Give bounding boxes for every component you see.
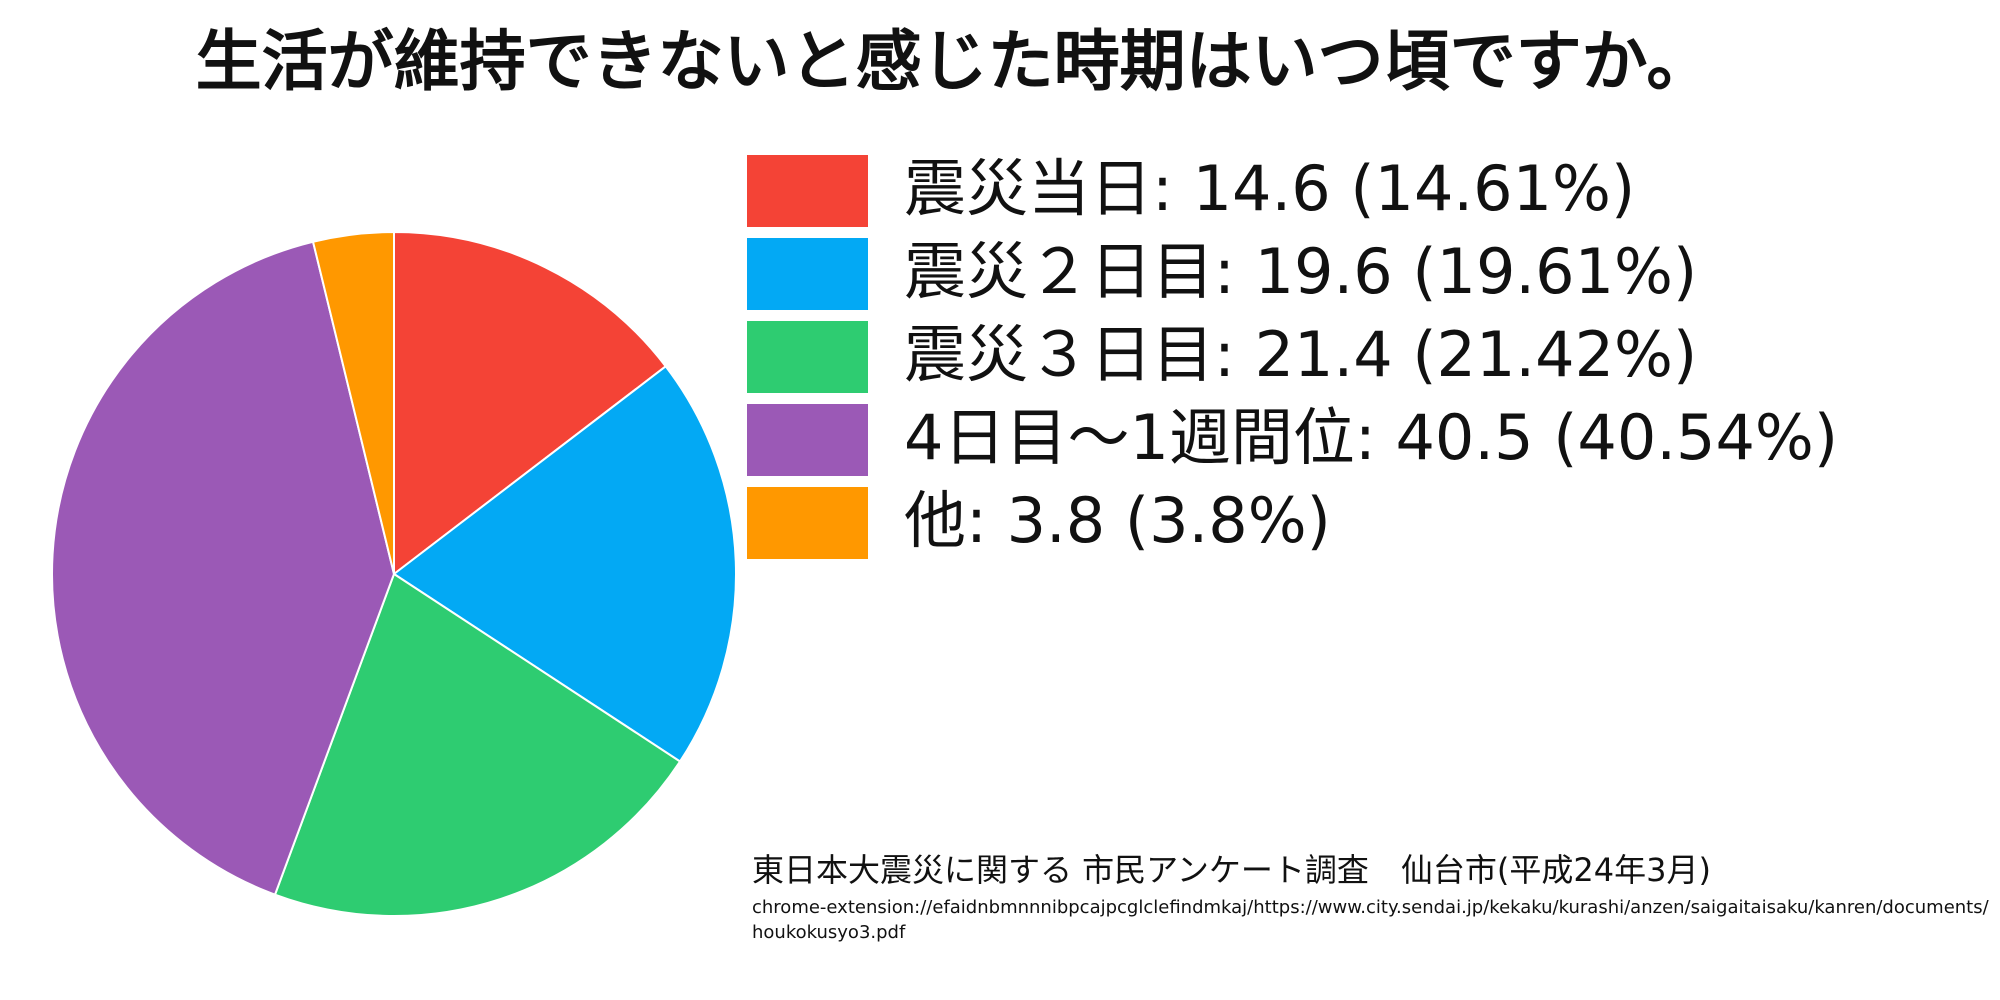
pie-slice (392, 364, 737, 763)
legend-swatch (747, 404, 868, 476)
legend-label: 4日目～1週間位: 40.5 (40.54%) (904, 401, 1838, 474)
pie-slice (393, 230, 668, 577)
legend-swatch (747, 321, 868, 393)
source-url: houkokusyo3.pdf (752, 922, 906, 943)
pie-slice (51, 240, 396, 896)
legend-swatch (747, 487, 868, 559)
pie-slice (311, 230, 395, 575)
legend-swatch (747, 238, 868, 310)
source: 東日本大震災に関する 市民アンケート調査 仙台市(平成24年3月) (752, 851, 1711, 889)
legend-label: 他: 3.8 (3.8%) (904, 484, 1331, 557)
legend-label: 震災当日: 14.6 (14.61%) (904, 152, 1635, 225)
legend-label: 震災３日目: 21.4 (21.42%) (904, 318, 1697, 391)
legend-swatch (747, 155, 868, 227)
chart-title: 生活が維持できないと感じた時期はいつ頃ですか。 (196, 23, 1713, 100)
pie-slice (273, 572, 682, 917)
legend-label: 震災２日目: 19.6 (19.61%) (904, 235, 1697, 308)
source-url: chrome-extension://efaidnbmnnnibpcajpcgl… (752, 897, 1990, 918)
